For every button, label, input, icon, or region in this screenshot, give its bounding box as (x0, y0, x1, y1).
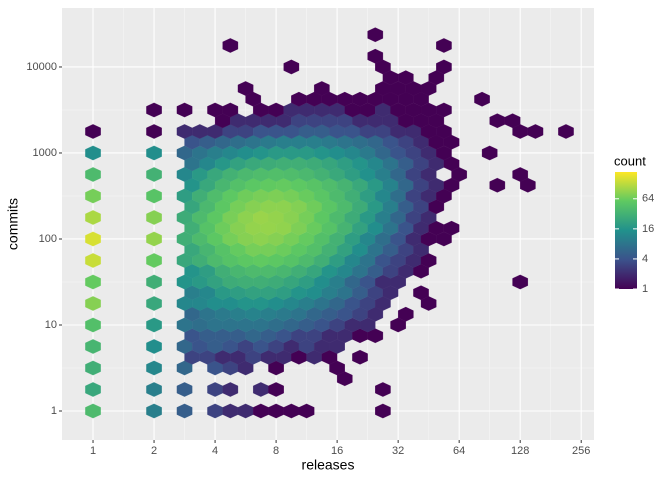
hex-bin (85, 210, 101, 225)
hex-bin (375, 382, 391, 397)
hex-bin (413, 285, 429, 301)
hex-bin (283, 59, 300, 75)
hex-bin (222, 38, 239, 53)
hex-bin (146, 145, 162, 161)
legend: count 1 4 16 64 (614, 153, 654, 294)
hex-bin (367, 48, 384, 64)
hex-bin (504, 113, 521, 129)
hex-bin (146, 317, 162, 333)
hex-bin (443, 220, 460, 236)
hex-bin (222, 382, 239, 397)
hex-bin (474, 91, 490, 107)
hex-bin (352, 349, 368, 365)
hex-bin (85, 145, 101, 161)
x-tick-label: 64 (453, 445, 465, 457)
hex-bin (85, 296, 101, 311)
hex-bin (85, 274, 101, 290)
hex-bin (85, 231, 101, 247)
hex-bin (176, 403, 193, 419)
hex-bin (481, 145, 498, 161)
x-tick-label: 2 (151, 445, 157, 457)
hex-bin (558, 124, 574, 139)
hex-bin (314, 81, 330, 96)
hex-bin (489, 177, 506, 193)
hex-bin (85, 317, 101, 333)
hex-bin (146, 403, 162, 419)
hex-bin (85, 167, 101, 182)
hex-bin (85, 360, 101, 376)
hex-bin (85, 253, 101, 268)
x-tick-label: 8 (273, 445, 279, 457)
hex-bin (146, 253, 162, 268)
hex-bin (268, 382, 284, 397)
legend-tick-label: 64 (642, 193, 654, 205)
hex-bin (146, 188, 162, 204)
hex-bin (436, 59, 452, 75)
y-tick-label: 10000 (26, 61, 57, 73)
hex-bin (85, 339, 101, 354)
axes: 1 2 4 8 16 32 64 128 256 1 10 100 1000 10000 (26, 61, 590, 457)
hex-bin (146, 124, 162, 139)
hex-bin (436, 102, 452, 118)
y-tick-label: 1 (51, 405, 57, 417)
legend-tick-label: 1 (642, 283, 648, 295)
hex-bin (85, 382, 101, 397)
x-tick-label: 16 (331, 445, 343, 457)
hex-bin (398, 306, 414, 322)
x-tick-label: 32 (392, 445, 404, 457)
y-tick-label: 100 (39, 233, 57, 245)
y-tick-label: 10 (45, 319, 57, 331)
hex-bin (146, 210, 162, 225)
x-tick-label: 128 (511, 445, 529, 457)
y-axis-title: commits (5, 198, 21, 250)
hex-bin (146, 360, 162, 376)
hex-bin (367, 27, 384, 43)
hex-bin (512, 274, 528, 290)
hex-bin (146, 382, 162, 397)
hex-bin (146, 231, 162, 247)
y-tick-label: 1000 (33, 147, 57, 159)
legend-title: count (614, 153, 646, 168)
hex-bin (398, 70, 414, 86)
hex-bin (512, 167, 528, 182)
hex-bin (237, 81, 254, 96)
colorbar (615, 172, 637, 289)
hex-bin (527, 124, 544, 139)
hex-bin (85, 188, 101, 204)
hex-bin (176, 102, 193, 118)
hex-bin (146, 167, 162, 182)
hex-bin (176, 382, 193, 397)
hex-bin (146, 274, 162, 290)
hex-bin (85, 124, 101, 139)
x-tick-label: 4 (212, 445, 218, 457)
legend-tick-label: 4 (642, 253, 648, 265)
hex-bin (222, 102, 239, 118)
legend-tick-label: 16 (642, 223, 654, 235)
hex-bin (146, 102, 162, 118)
hex-layer (85, 27, 574, 419)
x-tick-label: 1 (90, 445, 96, 457)
x-axis-title: releases (302, 457, 355, 473)
hex-bin (85, 403, 101, 419)
hex-bin (146, 296, 162, 311)
hex-bin (146, 339, 162, 354)
x-tick-label: 256 (572, 445, 590, 457)
hex-bin (436, 38, 452, 53)
hex-bin (298, 403, 315, 419)
hex-bin (375, 403, 391, 419)
